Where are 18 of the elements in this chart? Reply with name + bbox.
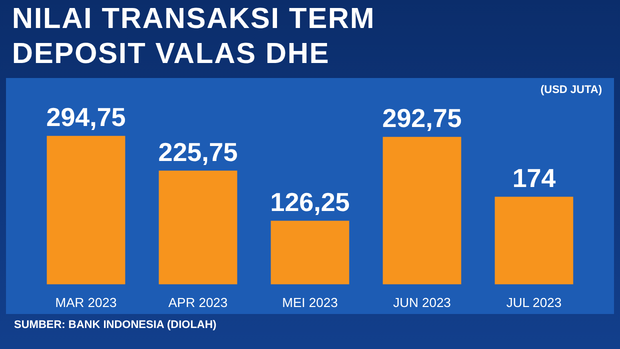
bar: [270, 220, 350, 284]
chart-subtitle: (USD JUTA): [540, 84, 602, 96]
data-label: 225,75: [158, 136, 238, 167]
data-label: 294,75: [46, 102, 126, 132]
text: SUMBER: BANK INDONESIA (DIOLAH): [14, 319, 216, 331]
bar: [46, 136, 126, 284]
data-label: 126,25: [270, 186, 350, 217]
data-label: 174: [512, 162, 556, 193]
chart-title: NILAI TRANSAKSI TERM DEPOSIT VALAS DHE: [12, 2, 376, 72]
data-label: 292,75: [382, 103, 462, 134]
x-tick-label: APR 2023: [168, 294, 228, 310]
bar: [382, 136, 462, 284]
x-tick-label: MAR 2023: [55, 294, 117, 310]
bar: [158, 170, 238, 284]
x-tick-label: JUL 2023: [506, 294, 562, 310]
x-tick-label: JUN 2023: [393, 294, 451, 310]
bar: [494, 196, 574, 284]
x-tick-label: MEI 2023: [282, 294, 338, 310]
